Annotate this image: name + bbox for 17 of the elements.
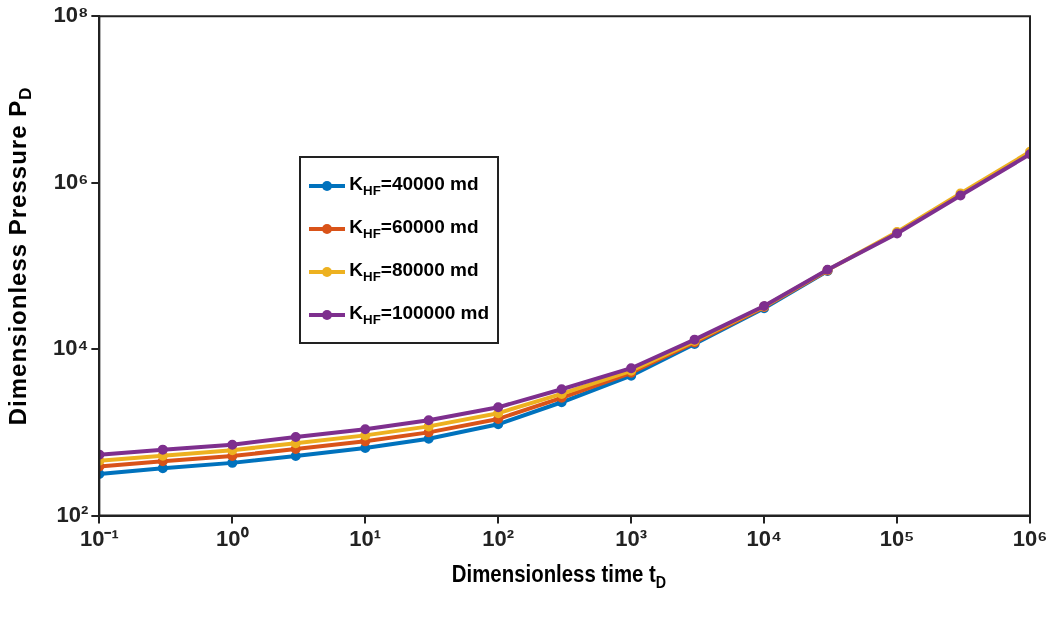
x-tick-label: 10⁰ (216, 525, 249, 551)
y-tick-label: 10⁴ (52, 335, 89, 361)
legend-label: K$_{HF}$=40000 md (349, 173, 479, 199)
x-tick-label: 10⁵ (879, 525, 915, 551)
legend-label: K$_{HF}$=80000 md (349, 259, 479, 285)
legend-label: K$_{HF}$=60000 md (349, 216, 479, 242)
legend-label: K$_{HF}$=100000 md (349, 302, 490, 328)
x-axis-title: Dimensionless time t$_{D}$ (450, 560, 668, 593)
x-tick-label: 10³ (615, 525, 648, 551)
x-tick-label: 10² (482, 525, 515, 551)
x-tick-label: 10¹ (349, 525, 382, 551)
x-tick-label: 10⁻¹ (79, 525, 119, 551)
y-tick-label: 10⁸ (53, 2, 89, 28)
x-tick-label: 10⁴ (746, 525, 782, 551)
x-tick-label: 10⁶ (1012, 525, 1048, 551)
y-tick-label: 10² (56, 501, 89, 527)
y-tick-label: 10⁶ (53, 168, 89, 194)
